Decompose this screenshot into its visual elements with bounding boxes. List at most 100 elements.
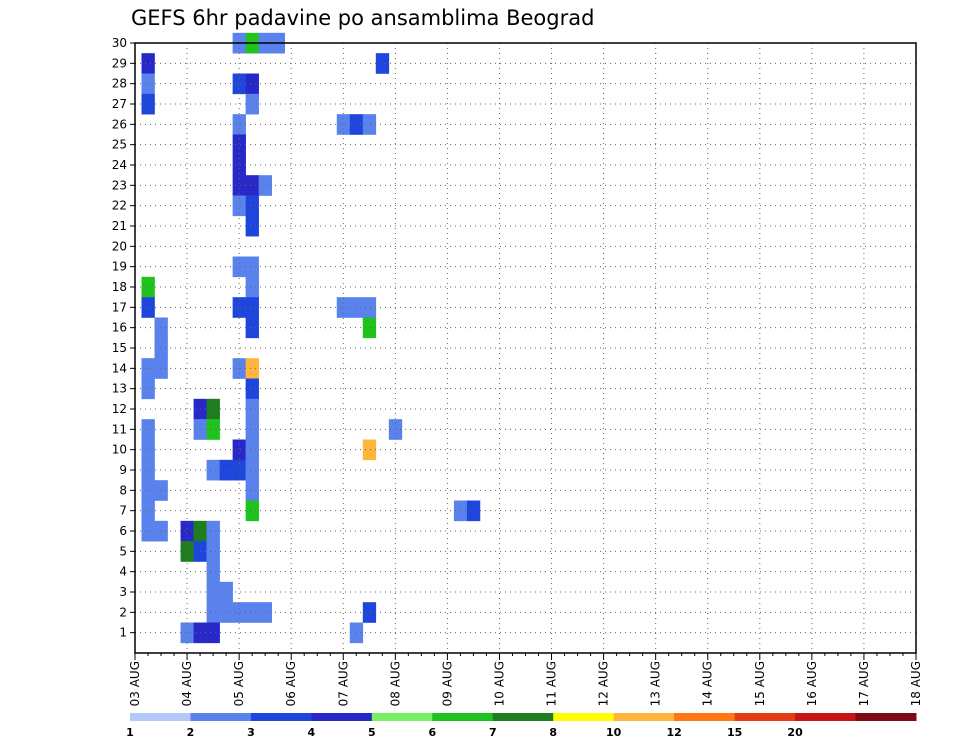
x-tick-label: 04 AUG — [180, 661, 194, 706]
colorbar-swatch — [674, 713, 736, 721]
heatmap-cell — [206, 520, 220, 542]
y-tick-label: 16 — [112, 321, 127, 335]
heatmap-cell — [206, 561, 220, 583]
x-tick-label: 08 AUG — [388, 661, 402, 706]
y-tick-label: 14 — [112, 361, 127, 375]
x-tick-label: 10 AUG — [492, 661, 506, 706]
y-tick-label: 12 — [112, 402, 127, 416]
x-tick-label: 12 AUG — [597, 661, 611, 706]
heatmap-cell — [245, 276, 259, 298]
heatmap-cell — [245, 93, 259, 115]
heatmap-cell — [206, 541, 220, 562]
heatmap-cell — [336, 297, 351, 318]
heatmap-cell — [232, 195, 246, 217]
heatmap-cell — [154, 480, 168, 501]
x-tick-label: 09 AUG — [440, 661, 454, 706]
heatmap-cell — [245, 175, 259, 196]
colorbar-swatch — [855, 713, 917, 721]
heatmap-cell — [141, 520, 155, 542]
heatmap-cell — [154, 317, 168, 339]
y-tick-label: 7 — [119, 504, 127, 518]
heatmap-cell — [245, 195, 259, 217]
heatmap-cell — [232, 459, 246, 481]
heatmap-cell — [232, 256, 246, 278]
heatmap-cell — [362, 297, 377, 318]
heatmap-cell — [336, 114, 351, 135]
heatmap-cell — [219, 602, 233, 623]
heatmap-cell — [232, 175, 246, 196]
y-tick-label: 1 — [119, 626, 127, 640]
y-tick-label: 10 — [112, 443, 127, 457]
x-tick-label: 14 AUG — [701, 661, 715, 706]
heatmap-cell — [180, 520, 194, 542]
heatmap-cell — [141, 378, 155, 400]
x-axis: 03 AUG 04 AUG 05 AUG 06 AUG 07 AUG 08 AUG 09 A… — [128, 653, 923, 706]
x-tick-label: 13 AUG — [649, 661, 663, 706]
colorbar-swatch — [130, 713, 191, 721]
heatmap-cell — [206, 581, 220, 603]
colorbar-label: 4 — [308, 726, 316, 739]
y-tick-label: 5 — [119, 544, 127, 558]
heatmap-cell — [232, 154, 246, 176]
heatmap-cell — [245, 256, 259, 278]
y-tick-label: 28 — [112, 77, 127, 91]
colorbar-label: 10 — [606, 726, 622, 739]
colorbar-label: 5 — [368, 726, 376, 739]
chart-title: GEFS 6hr padavine po ansamblima Beograd — [131, 6, 594, 30]
heatmap-cell — [206, 622, 220, 644]
x-tick-label: 17 AUG — [857, 661, 871, 706]
heatmap-cells — [141, 32, 481, 644]
y-tick-label: 4 — [119, 565, 127, 579]
heatmap-cell — [141, 358, 155, 379]
heatmap-cell — [375, 53, 390, 74]
y-tick-label: 3 — [119, 585, 127, 599]
heatmap-cell — [245, 317, 259, 339]
heatmap-cell — [245, 297, 259, 318]
heatmap-cell — [362, 317, 377, 339]
heatmap-cell — [154, 358, 168, 379]
heatmap-cell — [141, 439, 155, 461]
colorbar-swatch — [190, 713, 252, 721]
heatmap-cell — [362, 114, 377, 135]
heatmap-cell — [232, 439, 246, 461]
heatmap-cell — [362, 602, 377, 623]
y-tick-label: 21 — [112, 219, 127, 233]
colorbar-label: 8 — [549, 726, 557, 739]
heatmap-cell — [232, 134, 246, 156]
colorbar-label: 7 — [489, 726, 497, 739]
colorbar-swatch — [311, 713, 373, 721]
x-tick-label: 16 AUG — [805, 661, 819, 706]
heatmap-cell — [141, 73, 155, 95]
heatmap-cell — [362, 439, 377, 461]
heatmap-cell — [245, 398, 259, 420]
heatmap-cell — [206, 419, 220, 440]
colorbar-swatch — [795, 713, 857, 721]
colorbar-label: 20 — [787, 726, 803, 739]
heatmap-cell — [141, 276, 155, 298]
x-tick-label: 11 AUG — [545, 661, 559, 706]
colorbar-label: 15 — [727, 726, 742, 739]
grid-lines — [135, 43, 916, 653]
heatmap-cell — [245, 419, 259, 440]
y-tick-label: 8 — [119, 483, 127, 497]
colorbar-swatch — [553, 713, 615, 721]
y-tick-label: 27 — [112, 97, 127, 111]
colorbar-label: 6 — [428, 726, 436, 739]
colorbar-swatch — [371, 713, 433, 721]
colorbar-swatch — [250, 713, 312, 721]
heatmap-cell — [232, 114, 246, 135]
y-tick-label: 29 — [112, 56, 127, 70]
heatmap-cell — [141, 480, 155, 501]
heatmap-cell — [232, 602, 246, 623]
heatmap-cell — [349, 297, 364, 318]
heatmap-cell — [219, 459, 233, 481]
heatmap-cell — [206, 459, 220, 481]
heatmap-cell — [245, 439, 259, 461]
y-tick-label: 9 — [119, 463, 127, 477]
heatmap-cell — [349, 622, 364, 644]
y-tick-label: 19 — [112, 260, 127, 274]
heatmap-cell — [245, 215, 259, 237]
heatmap-cell — [245, 459, 259, 481]
heatmap-cell — [349, 114, 364, 135]
